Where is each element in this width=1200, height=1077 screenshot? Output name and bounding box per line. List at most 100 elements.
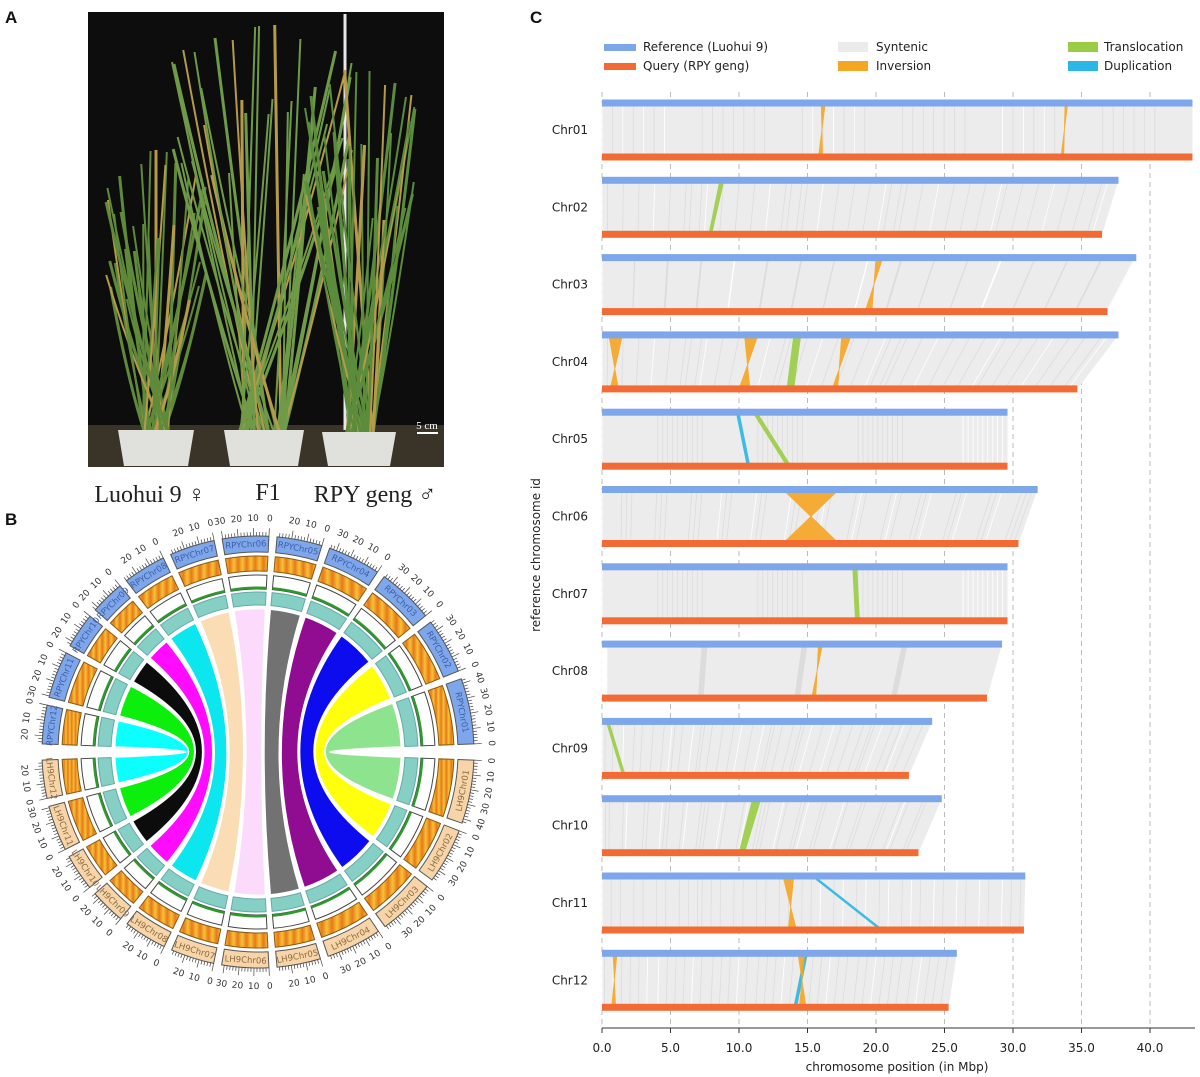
reference-bar-Chr07 <box>602 563 1008 571</box>
repeat-density-track-RPYChr07 <box>192 594 229 619</box>
tick-mark <box>52 673 57 676</box>
tick-mark <box>346 948 350 953</box>
syntenic-link <box>775 798 789 853</box>
syntenic-link <box>646 953 649 1008</box>
ideogram-LH9Chr01 <box>446 759 475 824</box>
gene-density-heatmap-RPYChr09 <box>109 600 144 634</box>
tick-mark <box>159 945 162 949</box>
rice-leaf <box>371 108 417 433</box>
syntenic-link <box>970 334 1003 390</box>
ideogram-LH9Chr09 <box>94 882 132 920</box>
gene-density-heatmap-RPYChr01 <box>427 684 455 746</box>
gc-content-line-RPYChr09 <box>133 624 154 645</box>
tick-mark <box>179 546 182 551</box>
legend-swatch-syntenic <box>838 42 868 52</box>
tick-mark <box>151 940 154 945</box>
tick-mark <box>354 944 358 949</box>
tick-mark <box>468 702 473 705</box>
tick-mark <box>49 682 54 685</box>
syntenic-link <box>955 875 958 931</box>
repeat-density-track-RPYChr08 <box>159 607 195 637</box>
syntenic-link <box>780 180 787 235</box>
tick-mark <box>80 620 85 624</box>
tick-label: 0 <box>71 600 83 611</box>
tick-label: 20 <box>31 668 44 682</box>
tick-mark <box>472 727 481 729</box>
tick-mark <box>410 904 415 908</box>
tick-mark <box>84 615 89 619</box>
syntenic-link <box>886 953 895 1008</box>
syntenic-link <box>794 644 804 699</box>
tick-label: 20 <box>18 764 29 776</box>
syntenic-link <box>825 953 832 1008</box>
rice-leaf <box>328 83 371 433</box>
tick-mark <box>446 857 454 863</box>
tick-label: 20 <box>351 535 366 549</box>
gc-content-track-LH9Chr02 <box>388 810 424 858</box>
legend-label-reference: Reference (Luohui 9) <box>643 40 768 54</box>
syntenic-link <box>704 721 714 776</box>
chromosome-label-RPYChr06: RPYChr06 <box>225 539 267 551</box>
syntenic-link <box>987 875 990 931</box>
tick-label: 0 <box>69 894 81 905</box>
tick-mark <box>52 663 60 668</box>
syntenic-link <box>658 798 664 853</box>
gene-density-heatmap-RPYChr11 <box>67 661 98 707</box>
syntenic-link <box>831 798 850 853</box>
gc-content-line-LH9Chr03 <box>353 853 388 886</box>
syntenic-link <box>625 489 628 544</box>
tick-mark <box>186 956 189 961</box>
pot-middle <box>224 430 304 466</box>
syntenic-link <box>796 644 805 699</box>
syntenic-link <box>1004 334 1041 390</box>
tick-label: 30 <box>215 978 228 990</box>
syntenic-link <box>882 180 893 235</box>
syntenic-link <box>718 953 723 1008</box>
tick-mark <box>404 910 408 914</box>
ideogram-LH9Chr05 <box>275 942 322 968</box>
tick-mark <box>423 610 427 614</box>
ideogram-LH9Chr03 <box>374 875 428 928</box>
syntenic-link <box>910 875 913 931</box>
syntenic-link <box>821 257 836 312</box>
chromosome-row-Chr01: Chr01 <box>552 99 1193 161</box>
syntenic-link <box>652 180 656 235</box>
syntenic-link <box>796 644 806 699</box>
tick-mark <box>212 532 215 541</box>
rice-leaf <box>180 162 250 433</box>
tick-mark <box>287 965 290 970</box>
x-axis-label: chromosome position (in Mbp) <box>806 1060 989 1074</box>
query-bar-Chr11 <box>602 926 1024 934</box>
gc-content-line-LH9Chr08 <box>157 881 188 902</box>
tick-mark <box>469 795 474 797</box>
gene-density-heatmap-RPYChr12 <box>61 708 82 746</box>
syntenic-link <box>964 875 967 931</box>
tick-label: 10 <box>304 519 318 531</box>
chromosome-row-Chr02: Chr02 <box>552 176 1119 238</box>
syntenic-link <box>864 875 867 931</box>
query-bar-Chr03 <box>602 308 1108 316</box>
tick-mark <box>465 812 470 815</box>
repeat-density-track-RPYChr09 <box>136 628 165 657</box>
syntenic-link <box>715 721 725 776</box>
rice-leaf <box>175 75 253 433</box>
syntenic-link <box>698 798 707 853</box>
syntenic-link <box>958 180 972 235</box>
syntenic-link <box>884 257 902 312</box>
syntenic-region <box>602 412 1008 467</box>
label-luohui9: Luohui 9 ♀ <box>94 482 205 508</box>
syntenic-link <box>727 257 736 312</box>
rice-leaf <box>113 213 145 433</box>
tick-mark <box>350 549 355 558</box>
tick-label: 0 <box>43 853 55 863</box>
reference-bar-Chr08 <box>602 640 1003 648</box>
tick-mark <box>402 912 406 916</box>
syntenic-link <box>654 489 658 544</box>
syntenic-link <box>810 875 812 931</box>
syntenic-link <box>734 180 740 235</box>
tick-mark <box>128 573 132 578</box>
tick-mark <box>314 960 317 965</box>
syntenic-link <box>885 257 903 312</box>
x-tick-label: 30.0 <box>1000 1041 1027 1055</box>
